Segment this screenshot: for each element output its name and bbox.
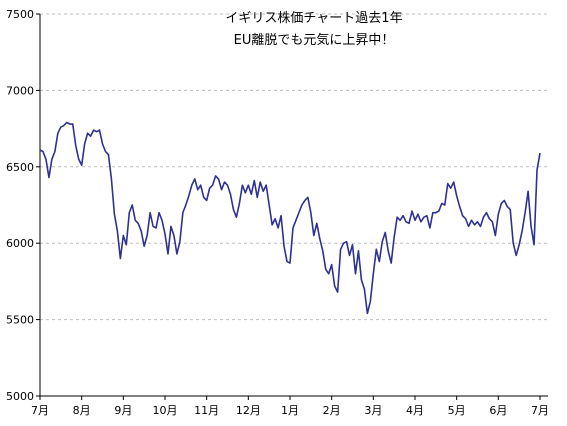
x-axis-tick-labels: 7月 8月 9月 10月 11月 12月 1月 2月 3月 4月 5月 6月 7月 bbox=[31, 404, 549, 417]
chart-title: イギリス株価チャート過去1年 bbox=[225, 11, 402, 26]
x-tick-label: 6月 bbox=[489, 404, 507, 417]
x-tick-label: 2月 bbox=[323, 404, 341, 417]
x-tick-label: 3月 bbox=[364, 404, 382, 417]
y-tick-label: 5500 bbox=[6, 314, 34, 327]
series-line bbox=[39, 121, 541, 315]
y-tick-label: 6000 bbox=[6, 237, 34, 250]
y-tick-label: 5000 bbox=[6, 390, 34, 403]
series-layer bbox=[39, 121, 541, 315]
x-tick-label: 7月 bbox=[531, 404, 549, 417]
x-tick-label: 5月 bbox=[448, 404, 466, 417]
y-tick-label: 7000 bbox=[6, 84, 34, 97]
x-tick-label: 10月 bbox=[153, 404, 178, 417]
x-tick-label: 11月 bbox=[194, 404, 219, 417]
x-tick-label: 1月 bbox=[281, 404, 299, 417]
x-tick-label: 7月 bbox=[31, 404, 49, 417]
x-tick-label: 4月 bbox=[406, 404, 424, 417]
gridlines bbox=[40, 13, 548, 321]
y-axis-tick-labels: 5000 5500 6000 6500 7000 7500 bbox=[6, 8, 34, 403]
y-tick-label: 7500 bbox=[6, 8, 34, 21]
y-tick-label: 6500 bbox=[6, 161, 34, 174]
x-tick-label: 9月 bbox=[114, 404, 132, 417]
x-tick-label: 8月 bbox=[73, 404, 91, 417]
x-tick-label: 12月 bbox=[236, 404, 261, 417]
axes bbox=[36, 13, 548, 400]
chart-subtitle: EU離脱でも元気に上昇中！ bbox=[234, 32, 395, 48]
